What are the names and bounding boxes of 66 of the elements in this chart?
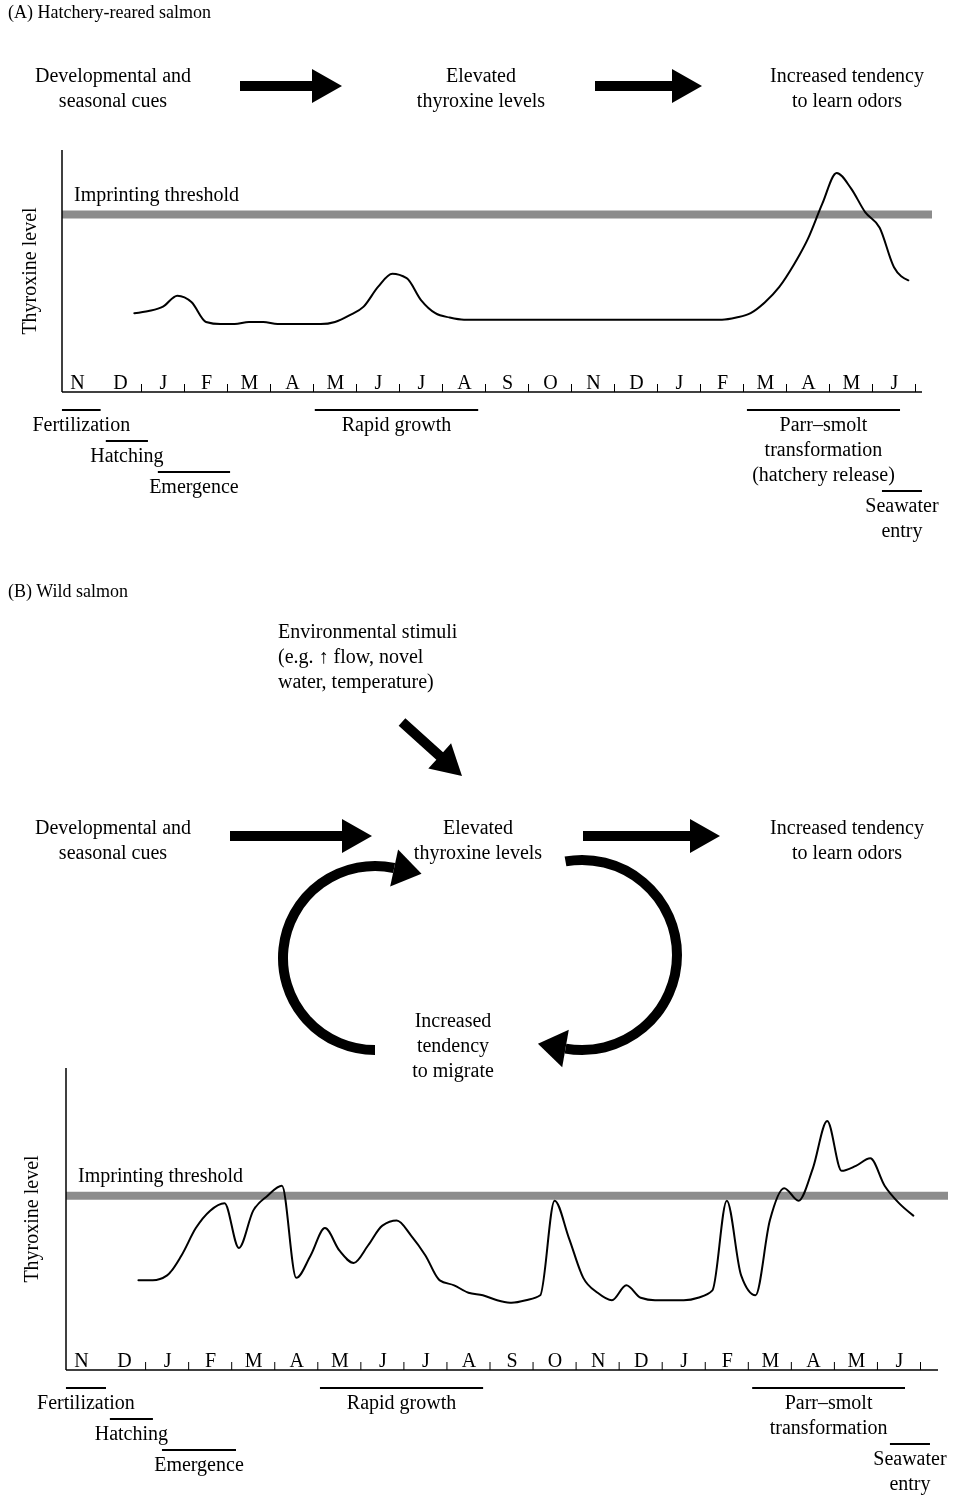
x-tick-label: F — [200, 371, 213, 393]
text: Fertilization — [32, 413, 131, 435]
x-tick-label: J — [680, 1349, 689, 1371]
x-tick-label: O — [543, 371, 558, 393]
text: Elevated thyroxine levels — [413, 816, 543, 864]
x-tick-label: N — [70, 371, 85, 393]
x-tick-label: J — [378, 1349, 387, 1371]
x-tick-label: J — [890, 371, 899, 393]
x-tick-label: M — [240, 371, 259, 393]
x-tick-label: F — [205, 1349, 217, 1371]
x-tick-label: D — [633, 1349, 649, 1371]
x-tick-label: J — [895, 1349, 904, 1371]
text: Parr–smolt transformation (hatchery release) — [752, 413, 895, 486]
x-tick-label: M — [847, 1349, 866, 1371]
x-tick-label: N — [590, 1349, 606, 1371]
x-tick-label: A — [461, 1349, 477, 1371]
x-tick-label: J — [417, 371, 426, 393]
x-tick-label: A — [806, 1349, 822, 1371]
y-axis-title: Thyroxine level — [20, 1154, 43, 1283]
ref-line-label: Imprinting threshold — [78, 1163, 243, 1187]
x-tick-label: S — [506, 1349, 518, 1371]
text: Seawater entry — [865, 494, 939, 542]
x-tick-label: D — [113, 371, 128, 393]
x-tick-label: M — [842, 371, 861, 393]
x-tick-label: S — [501, 371, 514, 393]
x-tick-label: O — [547, 1349, 563, 1371]
text: Developmental and seasonal cues — [34, 64, 192, 111]
x-tick-label: M — [330, 1349, 349, 1371]
text: Hatching — [94, 1422, 169, 1445]
x-tick-label: M — [761, 1349, 780, 1371]
text: Elevated thyroxine levels — [416, 64, 546, 112]
y-axis-title: Thyroxine level — [18, 206, 41, 335]
x-tick-label: F — [716, 371, 729, 393]
text: Fertilization — [37, 1391, 135, 1413]
chart-title: (A) Hatchery-reared salmon — [8, 2, 211, 23]
chart-title: (B) Wild salmon — [8, 581, 128, 602]
text: Parr–smolt transformation — [769, 1391, 888, 1438]
x-tick-label: A — [289, 1349, 305, 1371]
text: Increased tendency to learn odors — [770, 816, 924, 863]
x-tick-label: N — [74, 1349, 89, 1371]
x-tick-label: M — [326, 371, 345, 393]
x-tick-label: J — [422, 1349, 431, 1371]
x-tick-label: D — [117, 1349, 132, 1371]
text: Rapid growth — [341, 413, 452, 436]
text: Increased tendency to learn odors — [770, 64, 924, 111]
text: Emergence — [154, 1453, 244, 1476]
x-tick-label: J — [159, 371, 168, 393]
x-tick-label: A — [801, 371, 817, 393]
text: Increased tendency to migrate — [412, 1009, 494, 1082]
text: Developmental and seasonal cues — [34, 816, 192, 863]
text: Emergence — [149, 475, 239, 498]
text: Environmental stimuli (e.g. ↑ flow, novel water, temperature) — [278, 620, 458, 693]
x-tick-label: D — [629, 371, 644, 393]
x-tick-label: M — [756, 371, 775, 393]
x-tick-label: A — [457, 371, 473, 393]
x-tick-label: F — [721, 1349, 733, 1371]
x-tick-label: J — [374, 371, 383, 393]
x-tick-label: A — [285, 371, 301, 393]
x-tick-label: N — [586, 371, 601, 393]
x-tick-label: J — [163, 1349, 172, 1371]
x-tick-label: J — [675, 371, 684, 393]
x-tick-label: M — [244, 1349, 263, 1371]
text: Seawater entry — [873, 1447, 947, 1495]
text: Hatching — [90, 444, 164, 467]
text: Rapid growth — [346, 1391, 457, 1414]
ref-line-label: Imprinting threshold — [74, 182, 239, 206]
